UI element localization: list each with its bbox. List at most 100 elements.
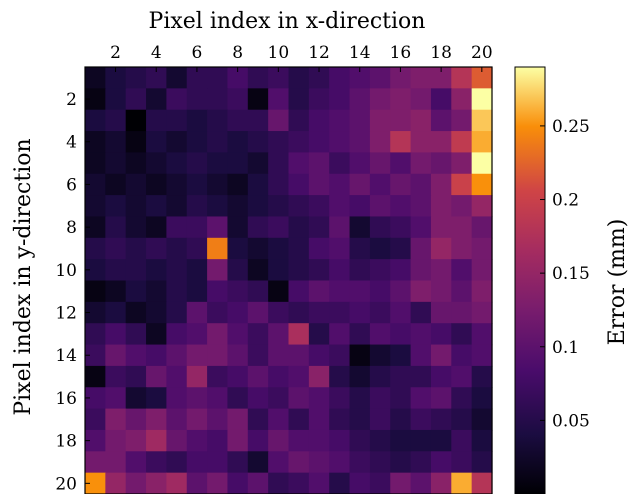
heatmap-cell: [125, 259, 147, 282]
heatmap-cell: [227, 365, 249, 388]
heatmap-cell: [471, 67, 493, 89]
heatmap-cell: [146, 67, 167, 89]
heatmap-cell: [85, 429, 106, 452]
x-tick-label: 6: [192, 43, 203, 63]
heatmap-cell: [247, 280, 269, 303]
x-tick-label: 16: [390, 43, 412, 63]
heatmap-cell: [390, 280, 412, 303]
heatmap-cell: [471, 365, 493, 388]
heatmap-cell: [349, 67, 371, 89]
heatmap-cell: [369, 301, 391, 324]
heatmap-cell: [166, 429, 188, 452]
heatmap-cell: [247, 195, 269, 218]
heatmap-cell: [207, 387, 229, 410]
heatmap-cell: [451, 173, 473, 196]
heatmap-cell: [451, 216, 473, 239]
heatmap-cell: [390, 451, 412, 474]
heatmap-cell: [85, 365, 106, 388]
heatmap-cell: [268, 472, 290, 494]
heatmap-cell: [329, 344, 351, 367]
heatmap-cell: [207, 152, 229, 175]
heatmap-cell: [166, 67, 188, 89]
heatmap-cell: [308, 408, 330, 431]
heatmap-cell: [125, 109, 147, 132]
heatmap-cell: [349, 280, 371, 303]
heatmap-cell: [430, 195, 452, 218]
heatmap-cell: [349, 109, 371, 132]
heatmap-cell: [268, 67, 290, 89]
heatmap-cell: [186, 323, 208, 346]
heatmap-cell: [390, 237, 412, 260]
heatmap-cell: [85, 259, 106, 282]
heatmap-cell: [247, 67, 269, 89]
heatmap-cell: [186, 152, 208, 175]
heatmap-cell: [268, 88, 290, 111]
heatmap-cell: [85, 67, 106, 89]
y-tick-label: 20: [55, 474, 77, 494]
heatmap-cell: [329, 195, 351, 218]
colorbar-label: Error (mm): [605, 219, 630, 346]
y-tick-label: 18: [55, 432, 77, 452]
heatmap-cell: [166, 387, 188, 410]
heatmap-cell: [227, 109, 249, 132]
heatmap-cell: [349, 173, 371, 196]
heatmap-cell: [451, 387, 473, 410]
heatmap-cell: [125, 301, 147, 324]
heatmap-cell: [390, 195, 412, 218]
heatmap-cell: [410, 152, 432, 175]
heatmap-cell: [329, 280, 351, 303]
heatmap-cell: [125, 237, 147, 260]
heatmap-cell: [308, 365, 330, 388]
heatmap-cell: [125, 344, 147, 367]
x-tick-label: 12: [308, 43, 330, 63]
x-tick-label: 14: [349, 43, 371, 63]
heatmap-cell: [166, 173, 188, 196]
heatmap-cell: [329, 451, 351, 474]
heatmap-cell: [329, 387, 351, 410]
heatmap-cell: [247, 301, 269, 324]
y-tick-label: 14: [55, 346, 77, 366]
heatmap-cell: [227, 131, 249, 153]
heatmap-cell: [105, 88, 127, 111]
heatmap-cell: [471, 131, 493, 153]
heatmap-cell: [227, 216, 249, 239]
heatmap-cell: [125, 216, 147, 239]
heatmap-cell: [430, 323, 452, 346]
heatmap-cell: [247, 131, 269, 153]
heatmap-cell: [349, 344, 371, 367]
heatmap-cell: [268, 429, 290, 452]
heatmap-cell: [268, 152, 290, 175]
heatmap-cell: [125, 152, 147, 175]
heatmap-cell: [410, 387, 432, 410]
heatmap-cell: [247, 237, 269, 260]
heatmap-cell: [207, 131, 229, 153]
y-axis-label: Pixel index in y-direction: [11, 138, 36, 415]
heatmap-cell: [471, 152, 493, 175]
heatmap-cell: [85, 131, 106, 153]
heatmap-cell: [369, 451, 391, 474]
heatmap-cell: [308, 451, 330, 474]
heatmap-cell: [308, 195, 330, 218]
heatmap-cell: [308, 67, 330, 89]
y-tick-label: 4: [66, 133, 77, 153]
heatmap-cell: [349, 88, 371, 111]
heatmap-cell: [247, 408, 269, 431]
heatmap-cell: [369, 195, 391, 218]
heatmap-cell: [146, 387, 167, 410]
heatmap-cell: [105, 301, 127, 324]
heatmap-cell: [369, 152, 391, 175]
heatmap-cell: [146, 131, 167, 153]
heatmap-cell: [329, 109, 351, 132]
heatmap-cell: [471, 301, 493, 324]
heatmap-cell: [471, 88, 493, 111]
heatmap-cell: [125, 173, 147, 196]
colorbar-tick-label: 0.1: [552, 338, 579, 358]
heatmap-cell: [288, 109, 310, 132]
heatmap-cell: [410, 109, 432, 132]
heatmap-cell: [451, 344, 473, 367]
heatmap-cell: [369, 173, 391, 196]
x-axis-label: Pixel index in x-direction: [149, 9, 426, 34]
heatmap-cell: [85, 344, 106, 367]
heatmap-cell: [369, 387, 391, 410]
